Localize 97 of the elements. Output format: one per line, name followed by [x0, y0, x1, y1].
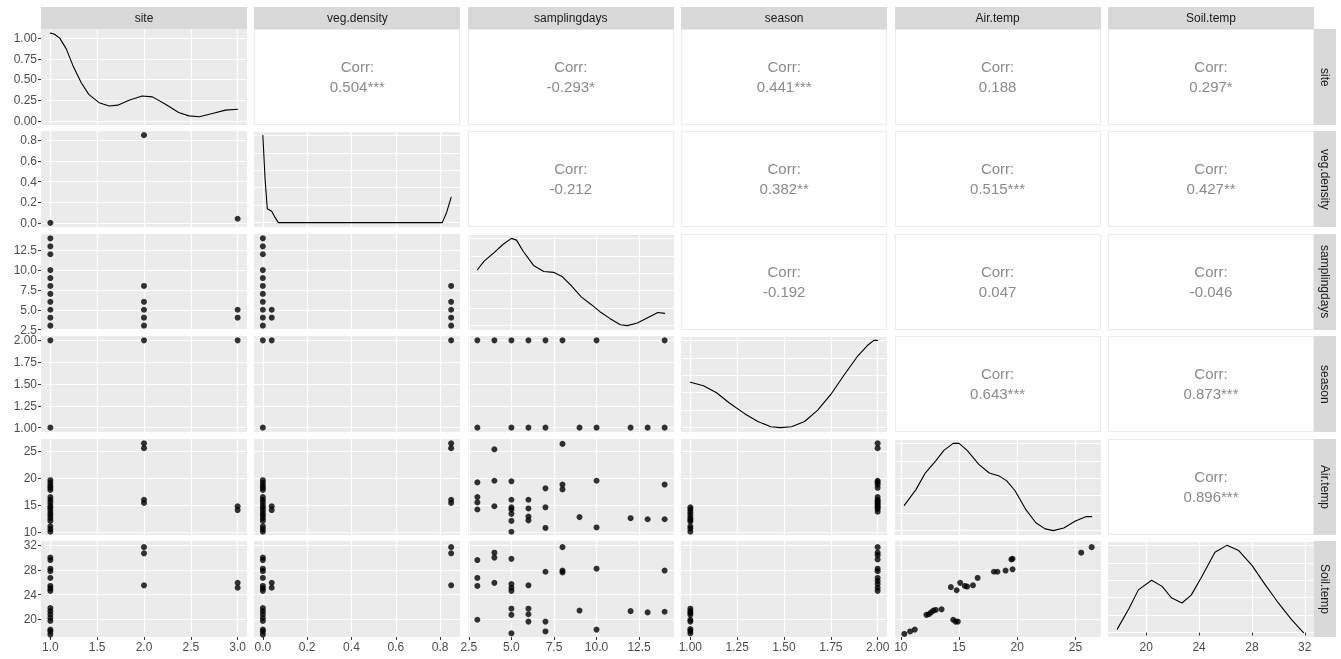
text: Soil.temp [1185, 11, 1237, 25]
y-tick-label: 0.0 [20, 216, 38, 231]
text: 0.873*** [1183, 384, 1239, 405]
y-tick-label: 15 [23, 497, 38, 512]
y-tick-label: 0.6 [20, 154, 38, 169]
y-tick-label: 24 [23, 587, 38, 602]
text: Corr: [1194, 466, 1228, 487]
x-tick-label: 20 [1139, 640, 1154, 654]
text: season [1318, 364, 1332, 404]
text: samplingdays [1318, 245, 1332, 319]
x-tick-label: 32 [1298, 640, 1312, 654]
x-tick-label: 0.0 [254, 640, 272, 654]
y2-axis-title: Soil.temp [1318, 563, 1332, 615]
y-tick-label: 2.00 [13, 333, 38, 348]
y-tick-label: 1.25 [13, 399, 38, 414]
y-tick-label: 0.25 [13, 93, 38, 108]
text: 0.047 [978, 281, 1017, 302]
y-tick-label: 1.75 [13, 355, 38, 370]
y-tick-label: 5.0 [20, 302, 38, 317]
x-tick-label: 25 [1068, 640, 1082, 654]
text: Corr: [554, 159, 588, 180]
text: Corr: [980, 57, 1015, 77]
text: Corr: [1194, 364, 1228, 385]
text: Corr: [1194, 57, 1228, 77]
text: site [1318, 67, 1332, 87]
y-tick-label: 7.5 [20, 282, 38, 297]
y-tick-label: 0.50 [13, 72, 38, 87]
text: 0.297* [1189, 77, 1233, 97]
text: season [764, 11, 804, 25]
y-tick-label: 10 [23, 524, 38, 539]
text: -0.293* [546, 77, 595, 97]
y-tick-label: 1.50 [13, 377, 38, 392]
x-tick-label: 0.2 [299, 640, 317, 654]
x-tick-label: 10.0 [584, 640, 609, 654]
x-tick-label: 20 [1010, 640, 1024, 654]
x-tick-label: 7.5 [545, 640, 563, 654]
text: -0.192 [762, 281, 806, 302]
text: 0.643*** [970, 384, 1026, 405]
text: 0.188 [978, 77, 1017, 97]
y-tick-label: 12.5 [13, 243, 38, 258]
y-tick-label: 0.2 [20, 195, 38, 210]
text: 0.427** [1186, 179, 1236, 200]
y-tick-label: 28 [23, 562, 38, 577]
x-tick-label: 15 [951, 640, 966, 654]
x-tick-label: 1.50 [772, 640, 797, 654]
y-tick-label: 1.00 [13, 31, 38, 46]
x-tick-label: 1.0 [42, 640, 60, 654]
text: veg.density [1318, 149, 1332, 210]
text: Corr: [554, 57, 588, 77]
y-tick-label: 1.00 [13, 420, 38, 435]
text: Corr: [340, 57, 375, 77]
x-tick-label: 0.8 [432, 640, 450, 654]
y-tick-label: 20 [23, 470, 38, 485]
text: Corr: [767, 159, 801, 180]
text: Corr: [980, 364, 1015, 385]
y-tick-label: 0.00 [13, 113, 38, 128]
text: 0.515*** [970, 179, 1026, 200]
text: -0.212 [549, 179, 593, 200]
text: 0.896*** [1183, 486, 1239, 507]
text: Corr: [1194, 159, 1228, 180]
x-tick-label: 24 [1192, 640, 1207, 654]
text: Corr: [767, 261, 801, 282]
chart-title: site [134, 11, 154, 25]
y-tick-label: 0.4 [20, 174, 38, 189]
x-tick-label: 10 [893, 640, 908, 654]
x-tick-label: 2.0 [135, 640, 153, 654]
text: Corr: [980, 261, 1015, 282]
x-tick-label: 1.00 [678, 640, 703, 654]
x-tick-label: 2.5 [460, 640, 478, 654]
y-tick-label: 10.0 [13, 262, 38, 277]
text: -0.046 [1189, 281, 1233, 302]
text: Air.temp [1318, 464, 1332, 509]
x-tick-label: 2.5 [182, 640, 200, 654]
text: veg.density [327, 11, 388, 25]
x-tick-label: 3.0 [229, 640, 247, 654]
text: Corr: [980, 159, 1015, 180]
y-tick-label: 0.75 [13, 51, 38, 66]
x-tick-label: 1.5 [88, 640, 106, 654]
x-tick-label: 1.75 [819, 640, 844, 654]
y-tick-label: 25 [23, 443, 38, 458]
text: 0.441*** [756, 77, 812, 97]
y-tick-label: 20 [23, 612, 38, 627]
x-tick-label: 2.00 [866, 640, 890, 654]
text: 0.382** [759, 179, 809, 200]
text: Air.temp [975, 11, 1020, 25]
text: 0.504*** [329, 77, 385, 97]
x-tick-label: 5.0 [502, 640, 520, 654]
text: samplingdays [534, 11, 608, 25]
text: Corr: [767, 57, 801, 77]
text: Corr: [1194, 261, 1228, 282]
x-tick-label: 0.6 [387, 640, 405, 654]
y-tick-label: 32 [23, 538, 38, 553]
x-tick-label: 28 [1245, 640, 1259, 654]
y-tick-label: 0.8 [20, 133, 38, 148]
x-tick-label: 12.5 [627, 640, 651, 654]
x-tick-label: 0.4 [343, 640, 361, 654]
x-tick-label: 1.25 [725, 640, 750, 654]
